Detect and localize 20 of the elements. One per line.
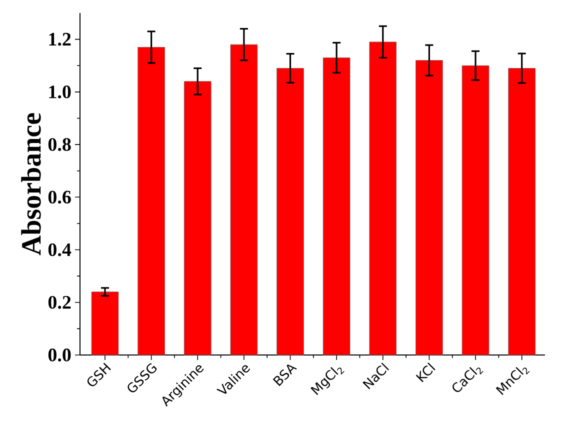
x-tick-label: BSA [272,364,297,386]
bar [369,42,397,356]
y-tick-label: 0.6 [48,190,71,204]
y-tick-label: 0.4 [48,243,72,256]
bar [230,44,258,356]
y-axis-title: Absorbance [21,113,41,256]
x-tick-label: KCl [416,362,436,382]
bar [184,81,212,356]
y-tick-label: 0.8 [48,138,71,151]
y-tick-label: 1.2 [49,32,71,46]
bar [322,58,350,356]
bar [276,68,304,356]
bar [416,60,443,356]
bar [462,65,490,356]
bar [508,68,536,356]
y-tick-label: 0.2 [48,296,71,309]
y-tick-label: 1.0 [49,85,71,98]
y-tick-label: 0.0 [48,348,71,362]
bar [91,292,119,356]
bar [138,47,165,356]
